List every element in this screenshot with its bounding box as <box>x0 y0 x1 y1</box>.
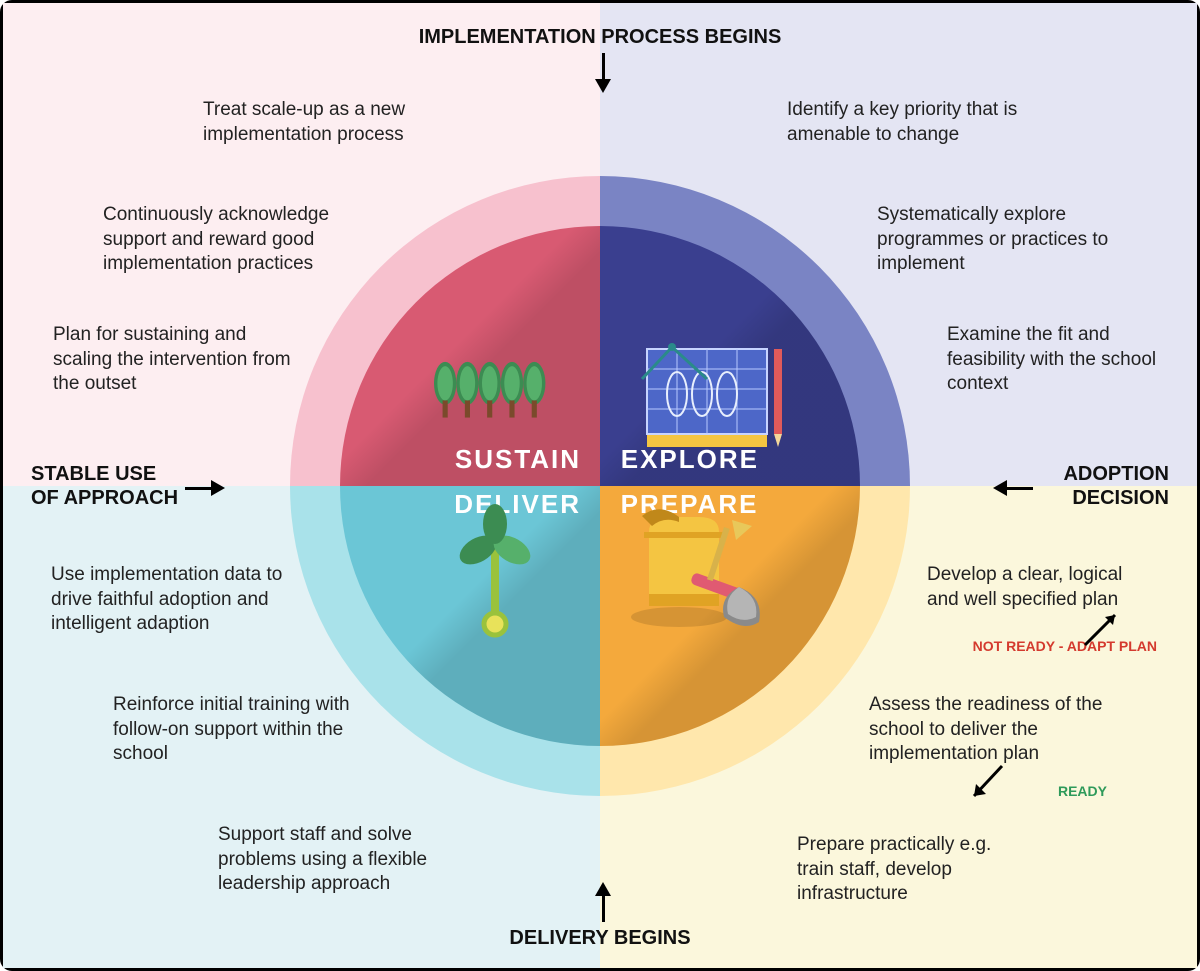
arrow-shaft-top <box>602 53 605 79</box>
implementation-cycle-diagram: SUSTAIN EXPLORE DELIVER PREPARE <box>0 0 1200 971</box>
arrow-not-ready-icon <box>1077 603 1127 653</box>
note-sustain-2: Continuously acknowledge support and rew… <box>103 203 353 277</box>
note-prepare-2: Assess the readiness of the school to de… <box>869 693 1139 767</box>
note-deliver-2: Reinforce initial training with follow-o… <box>113 693 363 767</box>
milestone-top: IMPLEMENTATION PROCESS BEGINS <box>419 25 782 49</box>
note-explore-3: Examine the fit and feasibility with the… <box>947 323 1157 397</box>
note-explore-2: Systematically explore programmes or pra… <box>877 203 1127 277</box>
arrow-shaft-left <box>185 487 211 490</box>
arrow-shaft-bottom <box>602 896 605 922</box>
decision-ready: READY <box>1058 783 1107 799</box>
wheel: SUSTAIN EXPLORE DELIVER PREPARE <box>290 176 910 796</box>
arrow-right-icon <box>993 480 1007 496</box>
trees-icon <box>428 349 548 449</box>
arrow-bottom-icon <box>595 882 611 896</box>
note-prepare-3: Prepare practically e.g. train staff, de… <box>797 833 1027 907</box>
note-sustain-1: Treat scale-up as a new implementation p… <box>203 98 453 147</box>
arrow-top-icon <box>595 79 611 93</box>
note-explore-1: Identify a key priority that is amenable… <box>787 98 1037 147</box>
note-deliver-1: Use implementation data to drive faithfu… <box>51 563 301 637</box>
decision-not-ready: NOT READY - ADAPT PLAN <box>973 638 1157 654</box>
blueprint-icon <box>637 339 787 459</box>
tools-icon <box>624 502 774 642</box>
milestone-right: ADOPTION DECISION <box>1019 462 1169 510</box>
arrow-left-icon <box>211 480 225 496</box>
wheel-inner-ring <box>340 226 860 746</box>
arrow-shaft-right <box>1007 487 1033 490</box>
milestone-bottom: DELIVERY BEGINS <box>509 926 690 950</box>
milestone-left: STABLE USE OF APPROACH <box>31 462 181 510</box>
arrow-ready-icon <box>962 758 1012 808</box>
sprout-icon <box>450 502 540 642</box>
note-deliver-3: Support staff and solve problems using a… <box>218 823 468 897</box>
note-sustain-3: Plan for sustaining and scaling the inte… <box>53 323 303 397</box>
